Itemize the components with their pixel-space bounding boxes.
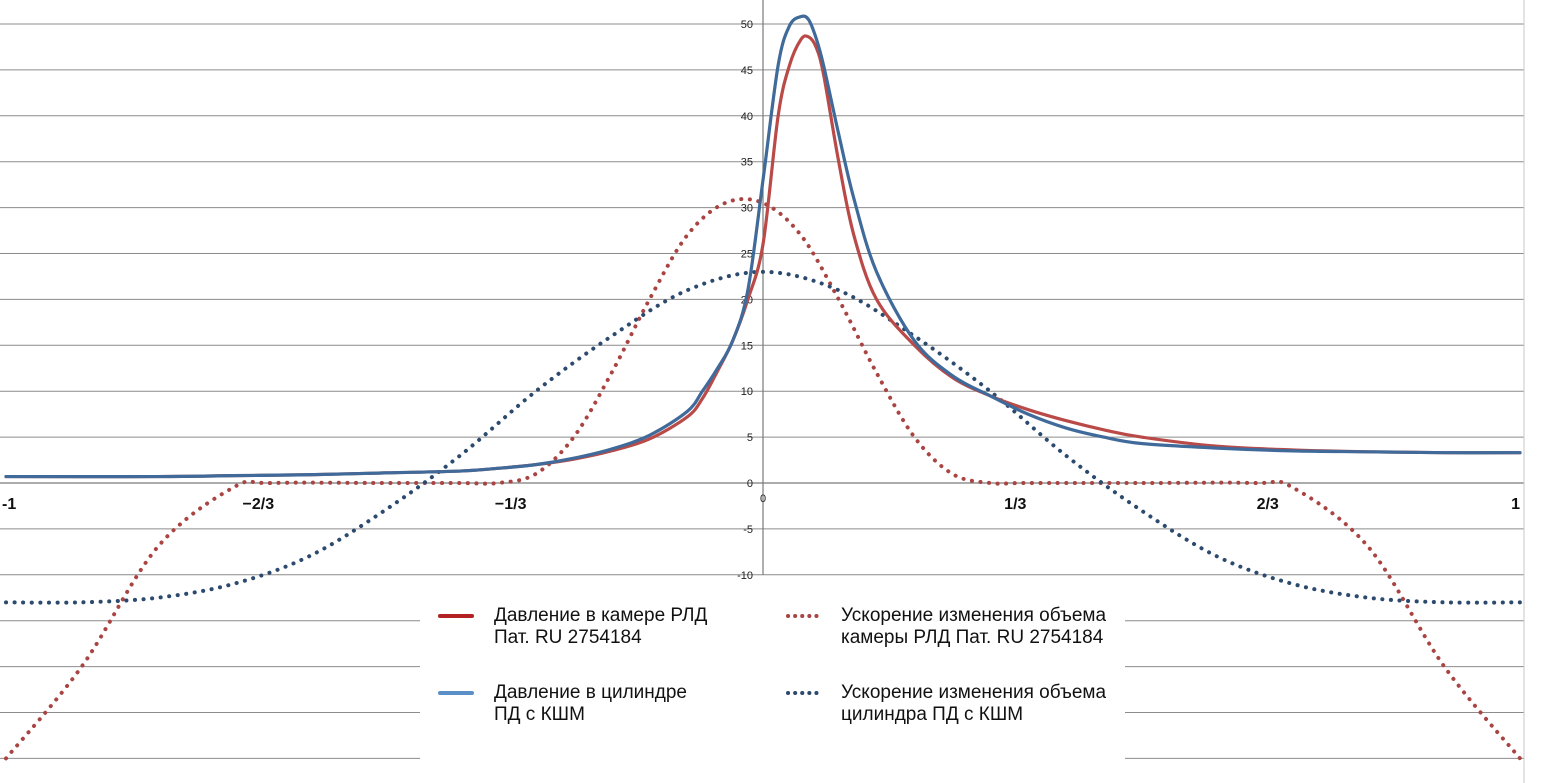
y-tick-label: -5 — [743, 524, 753, 536]
y-tick-label: 10 — [741, 386, 753, 398]
x-tick-label: 1 — [1511, 496, 1520, 513]
y-tick-label: 25 — [741, 249, 753, 261]
y-tick-label: 35 — [741, 157, 753, 169]
x-tick-label: 0 — [760, 493, 766, 505]
legend-item-cylinder-pressure: Давление в цилиндре ПД с КШМ — [438, 682, 687, 726]
legend-label: Ускорение изменения объема камеры РЛД Па… — [841, 605, 1107, 648]
series-line-dotted — [4, 269, 1522, 605]
x-tick-label: 2/3 — [1257, 496, 1279, 513]
y-tick-label: 15 — [741, 340, 753, 352]
legend-item-rld-pressure: Давление в камере РЛД Пат. RU 2754184 — [438, 605, 707, 649]
x-tick-label: -1 — [2, 496, 16, 513]
y-tick-label: 50 — [741, 19, 753, 31]
y-tick-label: 30 — [741, 203, 753, 215]
x-tick-label: −2/3 — [243, 496, 275, 513]
series-lines — [4, 14, 1522, 761]
y-tick-label: 5 — [747, 432, 753, 444]
legend-swatch-solid-blue — [438, 682, 474, 704]
legend-item-cylinder-acceleration: Ускорение изменения объема цилиндра ПД с… — [785, 682, 1106, 726]
legend-label: Давление в цилиндре ПД с КШМ — [494, 682, 687, 725]
y-tick-label: 40 — [741, 111, 753, 123]
y-tick-label: 0 — [747, 478, 753, 490]
legend-swatch-dotted-blue — [785, 682, 821, 704]
y-tick-label: 45 — [741, 65, 753, 77]
legend-label: Давление в камере РЛД Пат. RU 2754184 — [494, 605, 708, 648]
y-tick-label: -10 — [737, 570, 753, 582]
x-tick-label: 1/3 — [1004, 496, 1026, 513]
x-tick-labels: -1 −2/3 −1/3 0 1/3 2/3 1 — [2, 493, 1520, 513]
legend-label: Ускорение изменения объема цилиндра ПД с… — [841, 682, 1107, 725]
x-tick-label: −1/3 — [495, 496, 527, 513]
legend-swatch-dotted-red — [785, 605, 821, 627]
chart-legend: Давление в камере РЛД Пат. RU 2754184 Ус… — [420, 595, 1125, 783]
series-line-solid — [4, 14, 1522, 479]
series-line-dotted — [4, 196, 1522, 761]
legend-item-rld-acceleration: Ускорение изменения объема камеры РЛД Па… — [785, 605, 1106, 649]
legend-swatch-solid-red — [438, 605, 474, 627]
